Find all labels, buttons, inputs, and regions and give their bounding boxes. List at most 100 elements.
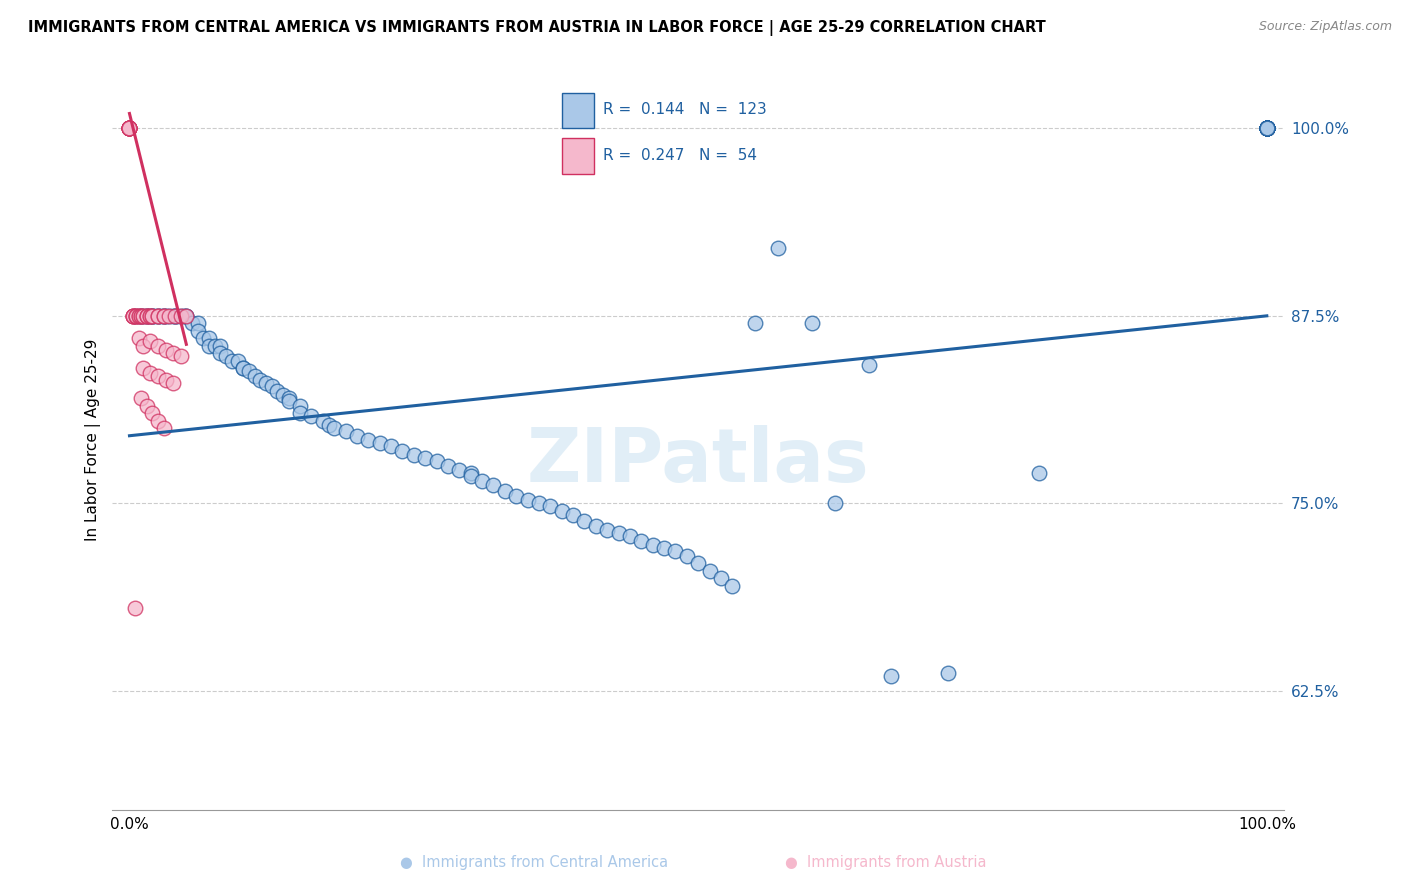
Point: [391, 443, 413, 458]
Text: ●  Immigrants from Central America: ● Immigrants from Central America: [401, 855, 668, 870]
Point: [173, 309, 195, 323]
Point: [249, 373, 271, 387]
Point: [437, 458, 460, 473]
Point: [155, 309, 177, 323]
Point: [449, 463, 471, 477]
Point: [132, 309, 155, 323]
Point: [146, 368, 169, 383]
Point: [141, 309, 163, 323]
Point: [135, 399, 157, 413]
Point: [163, 309, 186, 323]
Point: [118, 121, 141, 136]
Point: [494, 484, 516, 499]
Point: [699, 564, 721, 578]
Point: [146, 339, 169, 353]
Point: [162, 346, 184, 360]
Point: [162, 309, 184, 323]
Point: [135, 309, 157, 323]
Point: [152, 309, 174, 323]
Point: [664, 544, 686, 558]
Point: [357, 434, 380, 448]
Point: [1256, 121, 1278, 136]
Point: [271, 388, 294, 402]
Point: [155, 373, 177, 387]
Point: [505, 489, 527, 503]
Point: [1256, 121, 1278, 136]
Point: [1256, 121, 1278, 136]
Point: [139, 309, 162, 323]
Point: [619, 529, 641, 543]
Point: [1256, 121, 1278, 136]
Point: [146, 309, 169, 323]
Point: [596, 523, 619, 537]
Point: [162, 376, 184, 391]
Point: [550, 504, 572, 518]
Point: [157, 309, 180, 323]
Point: [139, 334, 162, 349]
Point: [129, 391, 152, 405]
Point: [204, 339, 226, 353]
Point: [193, 331, 215, 345]
Point: [800, 316, 823, 330]
Point: [209, 346, 232, 360]
Point: [641, 538, 664, 552]
Point: [318, 418, 340, 433]
Point: [460, 469, 482, 483]
Point: [368, 436, 391, 450]
Point: [152, 309, 174, 323]
Point: [122, 309, 145, 323]
Point: [129, 309, 152, 323]
Point: [141, 309, 163, 323]
Text: Source: ZipAtlas.com: Source: ZipAtlas.com: [1258, 20, 1392, 33]
Point: [1256, 121, 1278, 136]
Point: [1256, 121, 1278, 136]
Point: [1256, 121, 1278, 136]
Point: [125, 309, 148, 323]
Point: [301, 409, 323, 424]
Point: [118, 121, 141, 136]
Point: [574, 514, 596, 528]
Point: [1256, 121, 1278, 136]
Point: [187, 324, 209, 338]
Point: [132, 361, 155, 376]
Point: [128, 309, 150, 323]
Point: [630, 533, 652, 548]
Point: [335, 424, 357, 438]
Point: [380, 439, 402, 453]
Point: [135, 309, 157, 323]
Point: [124, 309, 146, 323]
Point: [858, 359, 880, 373]
Point: [169, 309, 191, 323]
Point: [132, 309, 155, 323]
Point: [460, 467, 482, 481]
Point: [187, 316, 209, 330]
Point: [125, 309, 148, 323]
Point: [721, 579, 744, 593]
Point: [135, 309, 157, 323]
Point: [288, 406, 311, 420]
Point: [766, 241, 789, 255]
Point: [824, 496, 846, 510]
Text: ●  Immigrants from Austria: ● Immigrants from Austria: [785, 855, 987, 870]
Point: [1256, 121, 1278, 136]
Point: [1256, 121, 1278, 136]
Point: [128, 331, 150, 345]
Point: [118, 121, 141, 136]
Point: [122, 309, 145, 323]
Point: [181, 316, 204, 330]
Point: [710, 571, 733, 585]
Point: [163, 309, 186, 323]
Point: [125, 309, 148, 323]
Point: [516, 493, 538, 508]
Point: [135, 309, 157, 323]
Point: [146, 309, 169, 323]
Point: [1028, 467, 1050, 481]
Point: [312, 414, 335, 428]
Point: [585, 518, 607, 533]
Point: [652, 541, 675, 556]
Point: [139, 309, 162, 323]
Point: [118, 121, 141, 136]
Point: [129, 309, 152, 323]
Point: [141, 309, 163, 323]
Point: [155, 343, 177, 358]
